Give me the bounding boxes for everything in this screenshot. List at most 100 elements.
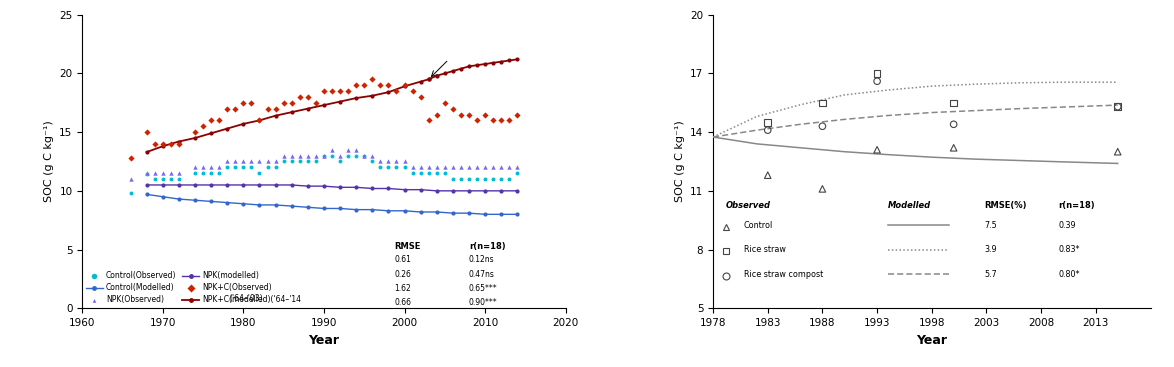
Text: 0.47ns: 0.47ns — [468, 269, 495, 279]
Point — [475, 164, 494, 170]
Point — [306, 153, 325, 159]
Point — [346, 147, 365, 153]
Point — [944, 121, 963, 127]
Point — [162, 170, 181, 176]
Text: 0.65***: 0.65*** — [468, 284, 498, 292]
Point — [1108, 104, 1127, 110]
Text: 0.61: 0.61 — [394, 255, 411, 265]
Point — [484, 164, 502, 170]
Point — [459, 112, 478, 117]
Point — [137, 129, 156, 135]
Point — [387, 164, 406, 170]
Text: r(n=18): r(n=18) — [468, 242, 506, 251]
Point — [508, 164, 527, 170]
Point — [202, 164, 221, 170]
Point — [225, 106, 244, 112]
Text: RMSE: RMSE — [394, 242, 420, 251]
Point — [467, 176, 486, 182]
Point — [218, 159, 237, 164]
Point — [814, 186, 832, 192]
Text: 0.66: 0.66 — [394, 298, 411, 307]
Point — [371, 164, 390, 170]
Point — [194, 164, 212, 170]
Point — [363, 159, 382, 164]
Point — [146, 170, 164, 176]
Point — [282, 153, 301, 159]
Point — [323, 153, 342, 159]
Point — [396, 82, 414, 88]
Point — [258, 106, 277, 112]
Point — [459, 176, 478, 182]
Point — [500, 176, 519, 182]
Text: 0.80*: 0.80* — [1059, 270, 1080, 279]
Point — [146, 176, 164, 182]
Point — [379, 164, 398, 170]
Point — [379, 82, 398, 88]
Point — [411, 170, 430, 176]
Point — [275, 153, 294, 159]
Point — [169, 176, 188, 182]
Point — [436, 164, 454, 170]
Text: 0.90***: 0.90*** — [468, 298, 498, 307]
Point — [331, 159, 350, 164]
Point — [242, 100, 261, 106]
Point — [154, 170, 173, 176]
Point — [266, 164, 285, 170]
Point — [225, 159, 244, 164]
Point — [210, 170, 229, 176]
Point — [225, 164, 244, 170]
Text: RMSE(%): RMSE(%) — [984, 201, 1027, 210]
Point — [290, 153, 309, 159]
Point — [218, 106, 237, 112]
Point — [459, 164, 478, 170]
Point — [185, 129, 204, 135]
Point — [282, 159, 301, 164]
Point — [234, 159, 252, 164]
Text: ('64–'03): ('64–'03) — [230, 294, 263, 303]
Point — [121, 155, 140, 161]
Point — [194, 170, 212, 176]
Point — [403, 170, 421, 176]
Text: Observed: Observed — [727, 201, 771, 210]
Point — [475, 176, 494, 182]
Point — [444, 176, 463, 182]
Text: 0.26: 0.26 — [394, 269, 411, 279]
Point — [403, 88, 421, 94]
Point — [210, 164, 229, 170]
Point — [258, 164, 277, 170]
Point — [202, 117, 221, 123]
Point — [137, 170, 156, 176]
Y-axis label: SOC (g C kg⁻¹): SOC (g C kg⁻¹) — [43, 121, 54, 202]
Point — [121, 176, 140, 182]
Point — [758, 172, 777, 178]
Point — [444, 106, 463, 112]
Point — [250, 117, 269, 123]
Point — [452, 164, 471, 170]
Point — [427, 112, 446, 117]
Text: 5.7: 5.7 — [984, 270, 997, 279]
Text: 0.12ns: 0.12ns — [468, 255, 494, 265]
Text: 1.62: 1.62 — [394, 284, 411, 292]
Point — [154, 176, 173, 182]
Point — [467, 164, 486, 170]
Point — [218, 164, 237, 170]
Point — [508, 112, 527, 117]
Point — [355, 153, 373, 159]
Point — [814, 100, 832, 106]
X-axis label: Year: Year — [309, 334, 339, 346]
Point — [379, 159, 398, 164]
Point — [331, 153, 350, 159]
Point — [508, 170, 527, 176]
Point — [436, 100, 454, 106]
Point — [137, 171, 156, 177]
Point — [371, 82, 390, 88]
Point — [146, 141, 164, 147]
Point — [500, 117, 519, 123]
Point — [234, 164, 252, 170]
Text: Rice straw compost: Rice straw compost — [743, 270, 823, 279]
Point — [419, 170, 438, 176]
Point — [484, 117, 502, 123]
Point — [758, 127, 777, 133]
Text: 0.39: 0.39 — [1059, 221, 1077, 230]
Point — [355, 82, 373, 88]
